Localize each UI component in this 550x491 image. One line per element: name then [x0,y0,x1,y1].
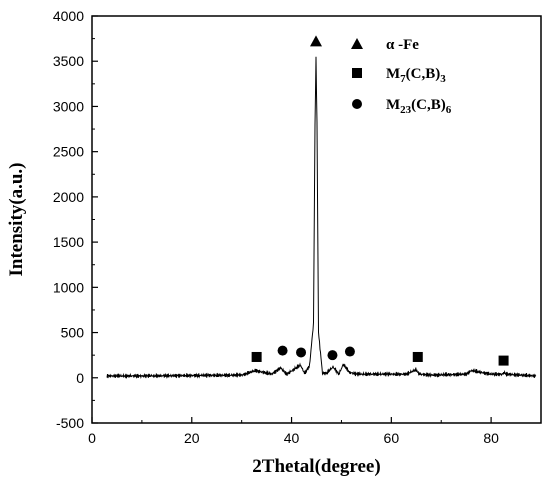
y-axis-title: Intensity(a.u.) [6,162,27,276]
phase-marker-circle [296,347,307,358]
legend-marker-triangle [351,38,363,49]
y-tick-label: 3500 [53,53,84,69]
legend-label: M23(C,B)6 [386,97,452,116]
marker-layer [251,35,509,366]
x-tick-label: 40 [284,430,300,446]
phase-marker-square [251,351,262,362]
y-tick-label: 500 [61,325,85,341]
phase-marker-square [412,351,423,362]
series-line [106,56,537,380]
y-tick-label: 1500 [53,234,84,250]
x-tick-label: 20 [184,430,200,446]
series-layer [106,56,537,380]
x-tick-label: 60 [384,430,400,446]
y-tick-label: -500 [56,415,84,431]
x-tick-label: 80 [483,430,499,446]
phase-marker-circle [344,346,355,357]
plot-frame [91,15,542,424]
y-tick-label: 1000 [53,279,84,295]
y-tick-label: 2500 [53,144,84,160]
legend-marker-circle [352,99,362,109]
legend: α -Fe M7(C,B)3 M23(C,B)6 [351,37,452,116]
legend-marker-square [352,68,362,78]
phase-marker-square [498,355,509,366]
legend-label: α -Fe [386,37,419,53]
phase-marker-circle [277,345,288,356]
y-tick-label: 4000 [53,8,84,24]
y-tick-label: 2000 [53,189,84,205]
phase-marker-circle [327,350,338,361]
legend-label: M7(C,B)3 [386,66,446,85]
x-axis-title: 2Thetal(degree) [252,456,380,477]
y-tick-label: 3000 [53,98,84,114]
y-tick-label: 0 [76,370,84,386]
phase-marker-triangle [310,35,323,47]
x-tick-label: 0 [88,430,96,446]
